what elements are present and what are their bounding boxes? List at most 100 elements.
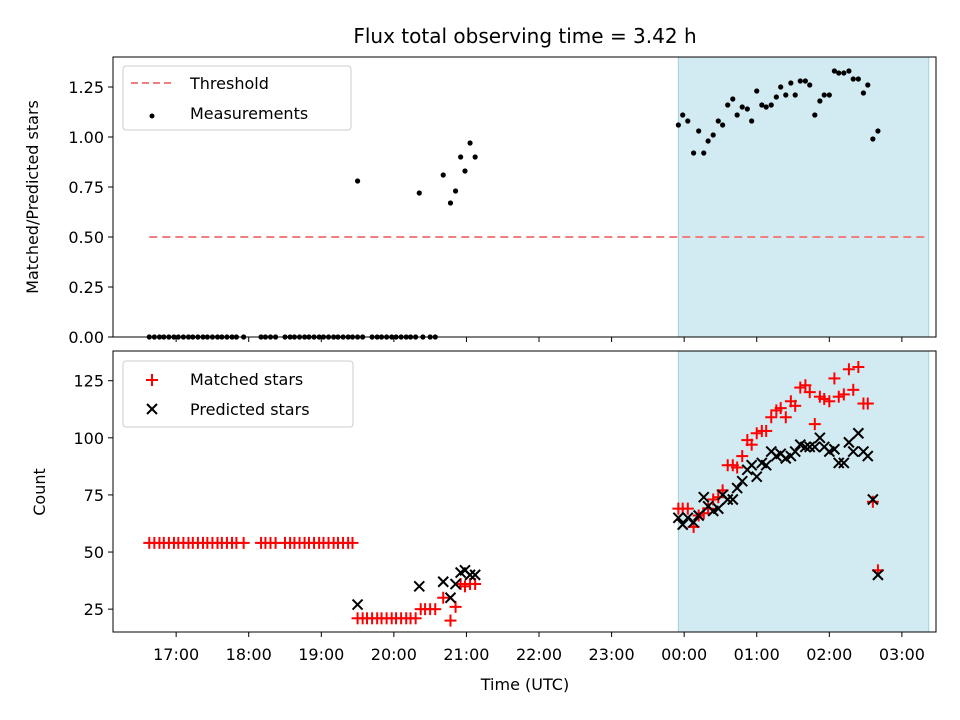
predicted-star-point (789, 445, 801, 458)
predicted-star-point (751, 470, 763, 483)
top-y-axis-label: Matched/Predicted stars (23, 100, 42, 294)
legend-measurements-label: Measurements (190, 104, 308, 123)
measurement-point (701, 150, 707, 156)
predicted-star-point (672, 512, 685, 524)
top-y-axis: 0.00 0.25 0.50 0.75 1.00 1.25 (68, 78, 113, 347)
predicted-star-point (838, 457, 850, 469)
predicted-star-point (867, 493, 879, 506)
bottom-axes-frame (112, 350, 937, 633)
measurement-point (725, 102, 731, 108)
measurement-point (836, 70, 842, 76)
top-legend: Threshold Measurements (122, 65, 352, 131)
bottom-y-tick-label: 50 (84, 543, 104, 562)
matched-star-point (681, 502, 694, 515)
bottom-highlight-span (677, 350, 930, 633)
matched-star-point (837, 388, 850, 401)
predicted-star-point (437, 576, 449, 588)
predicted-star-point (760, 459, 772, 471)
top-y-tick-label: 1.00 (68, 128, 104, 147)
measurement-point (831, 68, 837, 74)
matched-star-point (832, 390, 845, 403)
matched-star-point (346, 536, 359, 549)
measurement-point (472, 154, 478, 160)
top-highlight-span (677, 56, 930, 338)
top-y-tick-label: 0.75 (68, 178, 104, 197)
measurement-point (846, 68, 852, 74)
predicted-star-point (745, 459, 758, 471)
predicted-star-point (449, 578, 462, 590)
matched-star-point (449, 600, 462, 613)
measurement-point (759, 102, 765, 108)
measurement-point (354, 178, 361, 184)
matched-star-point (429, 603, 442, 616)
matched-star-point (823, 395, 836, 408)
matched-star-point (469, 578, 482, 591)
matched-star-point (437, 591, 450, 604)
x-axis: 17:00 18:00 19:00 20:00 21:00 22:00 23:00 00:00… (153, 632, 925, 664)
legend-matched-label: Matched stars (190, 370, 303, 389)
measurement-point (744, 106, 750, 112)
chart-title: Flux total observing time = 3.42 h (353, 24, 696, 48)
measurement-point (860, 90, 867, 96)
bottom-y-axis: 25 50 75 100 125 (73, 372, 113, 619)
bottom-y-tick-label: 100 (73, 429, 104, 448)
top-plot-area (146, 68, 929, 340)
predicted-star-point (843, 436, 855, 449)
matched-star-point (818, 392, 831, 405)
matched-star-point (458, 580, 471, 593)
x-tick-label: 23:00 (589, 645, 635, 664)
measurement-point (730, 96, 736, 102)
measurement-point (783, 92, 789, 98)
predicted-star-point (677, 518, 689, 531)
measurement-point (675, 122, 681, 128)
measurement-point (705, 138, 711, 144)
bottom-y-axis-label: Count (30, 468, 49, 516)
measurement-point (797, 78, 803, 84)
measurement-point (817, 98, 823, 104)
top-y-tick-label: 0.25 (68, 278, 104, 297)
matched-star-point (745, 438, 758, 451)
measurement-point (778, 84, 784, 90)
matched-star-point (760, 424, 773, 437)
measurement-point (416, 190, 422, 196)
predicted-star-point (736, 475, 748, 487)
measurement-point (865, 82, 871, 88)
x-axis-label: Time (UTC) (480, 675, 569, 694)
predicted-star-point (351, 598, 364, 611)
x-tick-label: 21:00 (443, 645, 489, 664)
matched-star-point (750, 427, 763, 440)
predicted-star-point (692, 509, 705, 522)
x-tick-label: 01:00 (734, 645, 780, 664)
predicted-star-point (413, 580, 425, 593)
matched-star-point (736, 450, 749, 463)
legend-predicted-swatch (146, 403, 158, 415)
measurement-point (690, 150, 697, 156)
measurement-point (685, 118, 691, 124)
matched-star-point (852, 360, 865, 373)
predicted-star-point (444, 592, 457, 604)
matched-star-point (861, 397, 874, 410)
x-tick-label: 19:00 (298, 645, 344, 664)
measurement-point (467, 140, 473, 146)
measurement-point (458, 154, 464, 160)
predicted-star-point (731, 482, 743, 494)
measurement-point (875, 128, 881, 134)
measurement-point (870, 136, 876, 142)
measurement-point (841, 70, 847, 76)
predicted-star-point (833, 457, 845, 469)
matched-star-point (842, 363, 855, 376)
x-tick-label: 18:00 (226, 645, 272, 664)
predicted-star-point (727, 493, 739, 506)
predicted-star-point (847, 445, 859, 458)
measurement-point (720, 122, 726, 128)
measurement-point (696, 128, 702, 134)
measurement-point (462, 168, 468, 174)
top-span-rect (677, 56, 930, 338)
top-x-axis-ticks (175, 337, 903, 342)
measurement-point (710, 132, 716, 138)
measurement-point (754, 88, 760, 94)
measurement-point (734, 112, 740, 118)
matched-star-point (731, 461, 744, 474)
measurement-point (452, 188, 459, 194)
